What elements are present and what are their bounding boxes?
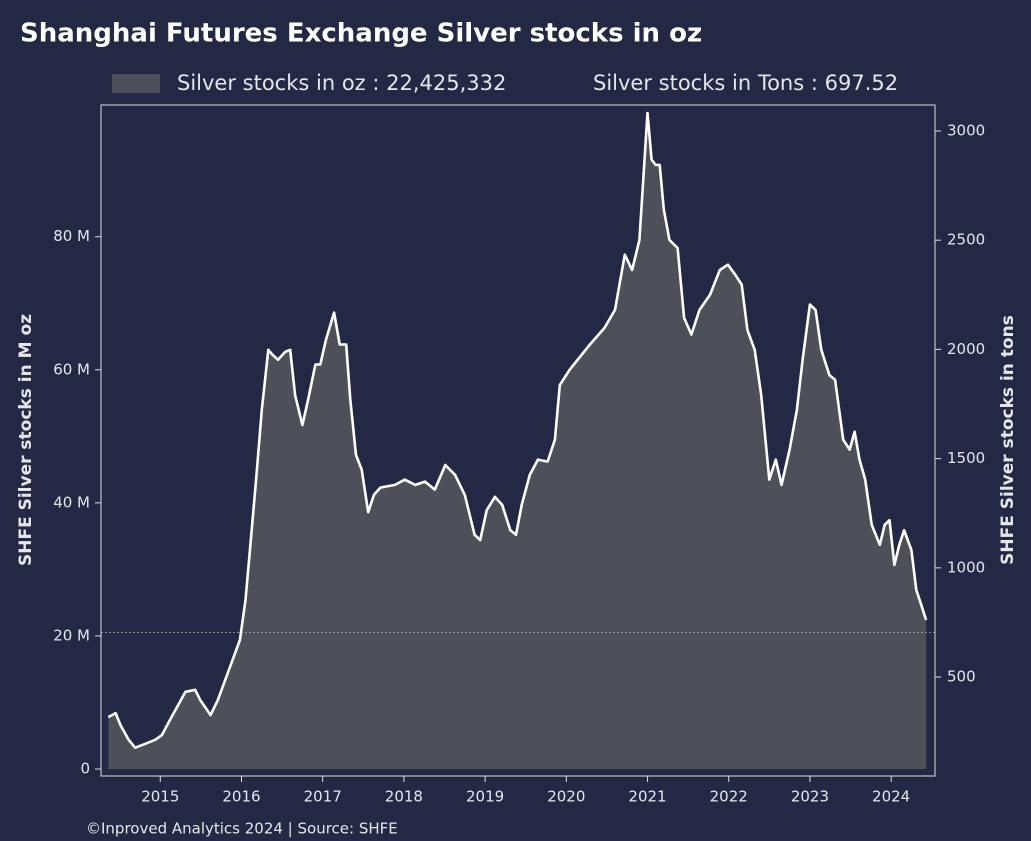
y-tick-label: 60 M xyxy=(53,360,90,378)
x-tick-label: 2016 xyxy=(222,788,260,806)
legend-note: Silver stocks in Tons : 697.52 xyxy=(593,71,898,95)
y2-axis-title: SHFE Silver stocks in tons xyxy=(998,315,1018,565)
chart-title: Shanghai Futures Exchange Silver stocks … xyxy=(20,19,702,49)
y2-tick-label: 3000 xyxy=(947,121,985,139)
y2-tick-label: 2000 xyxy=(947,340,985,358)
y2-tick-label: 2500 xyxy=(947,231,985,249)
y-tick-label: 40 M xyxy=(53,493,90,511)
y2-tick-label: 500 xyxy=(947,668,976,686)
x-tick-label: 2017 xyxy=(304,788,342,806)
x-tick-label: 2019 xyxy=(466,788,504,806)
x-tick-label: 2024 xyxy=(872,788,910,806)
legend-swatch xyxy=(112,74,160,93)
y2-tick-label: 1500 xyxy=(947,449,985,467)
y-tick-label: 20 M xyxy=(53,626,90,644)
y2-tick-label: 1000 xyxy=(947,558,985,576)
plot-frame xyxy=(100,104,936,777)
area-line xyxy=(107,111,928,749)
x-tick-label: 2023 xyxy=(791,788,829,806)
x-tick-label: 2022 xyxy=(710,788,748,806)
footer: ©Inproved Analytics 2024 | Source: SHFE xyxy=(86,820,398,838)
legend-label: Silver stocks in oz : 22,425,332 xyxy=(177,71,506,95)
x-tick-label: 2015 xyxy=(141,788,179,806)
x-tick-label: 2020 xyxy=(547,788,585,806)
y-tick-label: 80 M xyxy=(53,227,90,245)
y-tick-label: 0 xyxy=(80,760,90,778)
area-fill xyxy=(108,113,927,770)
x-tick-label: 2021 xyxy=(628,788,666,806)
y-axis-title: SHFE Silver stocks in M oz xyxy=(16,314,36,566)
x-tick-label: 2018 xyxy=(385,788,423,806)
